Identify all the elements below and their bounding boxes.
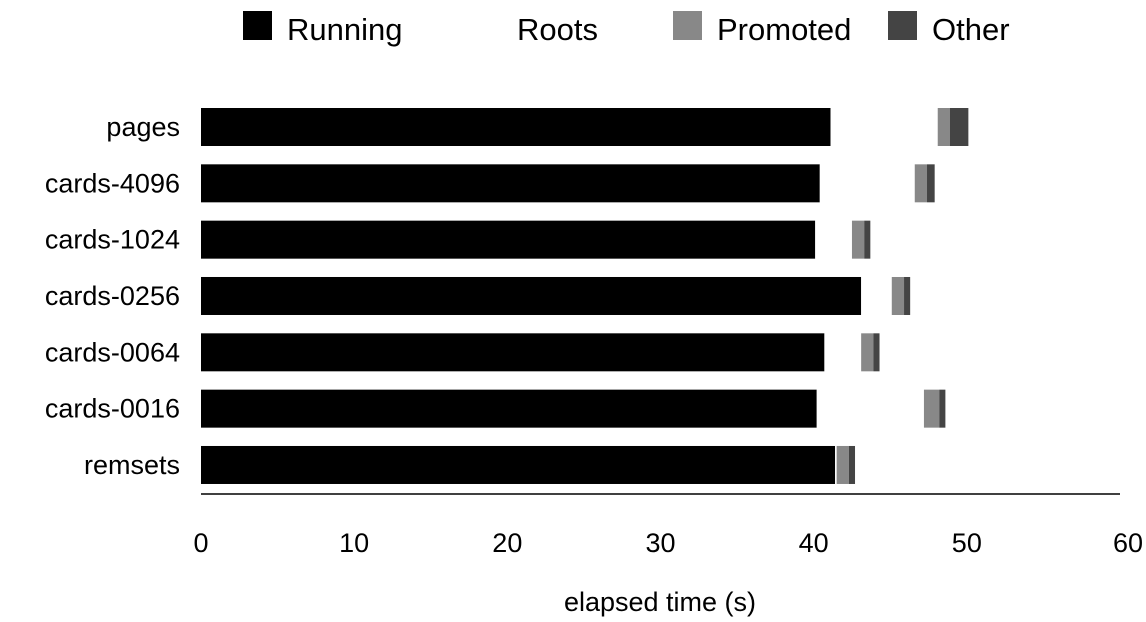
bar-running-remsets xyxy=(201,445,836,484)
x-tick-labels: 0 10 20 30 40 50 60 xyxy=(193,528,1143,558)
legend-label-running: Running xyxy=(287,12,402,47)
bar-promoted-cards-0256 xyxy=(891,276,905,315)
bar-promoted-cards-1024 xyxy=(851,220,865,259)
legend-item-running: Running xyxy=(243,11,402,47)
bar-roots-cards-1024 xyxy=(815,220,852,259)
legend-label-roots: Roots xyxy=(517,12,598,47)
bar-other-remsets xyxy=(848,445,856,484)
bar-roots-cards-0064 xyxy=(824,333,862,372)
bar-running-cards-0064 xyxy=(201,333,825,372)
category-label-cards-0256: cards-0256 xyxy=(45,281,180,311)
category-label-pages: pages xyxy=(106,112,180,142)
bar-roots-remsets xyxy=(835,445,837,484)
legend-swatch-promoted xyxy=(673,11,702,40)
legend-item-roots: Roots xyxy=(473,11,598,47)
category-label-cards-0064: cards-0064 xyxy=(45,337,180,367)
bar-running-cards-1024 xyxy=(201,220,816,259)
legend-item-promoted: Promoted xyxy=(673,11,851,47)
legend-item-other: Other xyxy=(888,11,1010,47)
category-label-cards-4096: cards-4096 xyxy=(45,168,180,198)
legend-label-other: Other xyxy=(932,12,1010,47)
bar-roots-cards-0256 xyxy=(861,276,892,315)
bar-other-cards-1024 xyxy=(864,220,871,259)
bar-other-cards-0016 xyxy=(939,389,946,428)
x-tick-label-0: 0 xyxy=(193,528,208,558)
bar-promoted-cards-4096 xyxy=(914,164,928,203)
bar-running-cards-4096 xyxy=(201,164,820,203)
x-tick-label-10: 10 xyxy=(339,528,369,558)
bar-other-cards-0256 xyxy=(904,276,911,315)
category-label-cards-0016: cards-0016 xyxy=(45,394,180,424)
bar-promoted-cards-0016 xyxy=(923,389,940,428)
bar-roots-cards-4096 xyxy=(819,164,915,203)
x-tick-label-20: 20 xyxy=(492,528,522,558)
bar-promoted-cards-0064 xyxy=(861,333,874,372)
legend-swatch-roots xyxy=(473,11,502,40)
x-tick-label-40: 40 xyxy=(799,528,829,558)
bar-promoted-pages xyxy=(937,108,950,146)
legend-swatch-other xyxy=(888,11,917,40)
bar-running-pages xyxy=(201,108,831,146)
category-label-cards-1024: cards-1024 xyxy=(45,225,180,255)
bar-roots-cards-0016 xyxy=(816,389,924,428)
bar-other-cards-4096 xyxy=(927,164,935,203)
x-tick-label-30: 30 xyxy=(645,528,675,558)
category-label-remsets: remsets xyxy=(84,450,180,480)
bar-running-cards-0016 xyxy=(201,389,817,428)
bars xyxy=(201,108,969,484)
x-tick-label-60: 60 xyxy=(1113,528,1143,558)
legend-label-promoted: Promoted xyxy=(717,12,851,47)
bar-promoted-remsets xyxy=(836,445,849,484)
bar-roots-pages xyxy=(830,108,938,146)
category-labels: pages cards-4096 cards-1024 cards-0256 cards… xyxy=(45,112,180,480)
bar-other-cards-0064 xyxy=(873,333,880,372)
bar-other-pages xyxy=(949,108,969,146)
x-axis-title: elapsed time (s) xyxy=(564,587,756,617)
legend-swatch-running xyxy=(243,11,272,40)
bar-running-cards-0256 xyxy=(201,276,862,315)
x-tick-label-50: 50 xyxy=(952,528,982,558)
legend: Running Roots Promoted Other xyxy=(243,11,1010,47)
